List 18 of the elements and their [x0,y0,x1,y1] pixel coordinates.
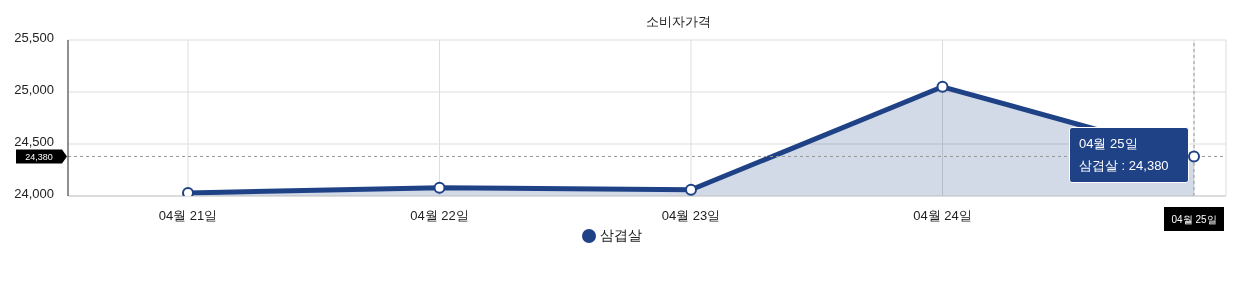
annotation: 04월 25일 삼겹살 : 24,380 [1079,135,1170,176]
x-tick-label: 04월 21일 [158,208,218,223]
point [1188,150,1200,163]
y-tick-label: 25,500 [14,30,54,45]
point [182,186,194,196]
ref-line-label: 24,380 [25,151,53,162]
point [936,80,949,93]
chart-title: 소비자가격 [645,14,711,29]
x-tick-label: 04월 22일 [410,208,469,223]
legend-label: 삼겹살 [600,227,642,243]
x-tick-label: 04월 24일 [913,208,972,223]
y-tick-label: 24,500 [14,134,54,149]
y-tick-label: 24,000 [14,186,54,201]
point [685,183,697,196]
x-tick-label: 04월 25일 [1171,214,1217,225]
y-tick-label: 25,000 [14,82,54,97]
point [433,181,446,194]
x-tick-label: 04월 23일 [661,208,721,223]
